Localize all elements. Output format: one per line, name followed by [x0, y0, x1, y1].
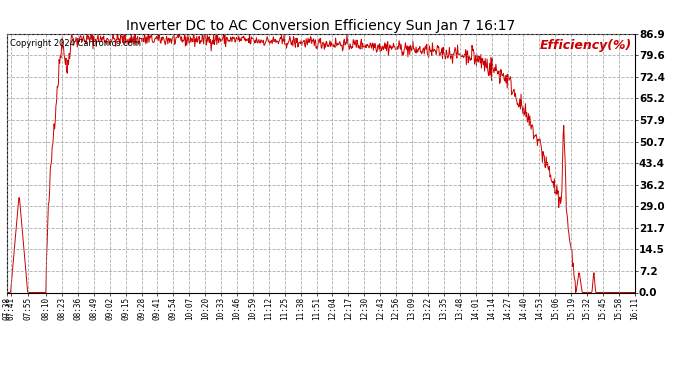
Text: Copyright 2024 Cartronics.com: Copyright 2024 Cartronics.com — [10, 39, 141, 48]
Text: Efficiency(%): Efficiency(%) — [540, 39, 631, 52]
Title: Inverter DC to AC Conversion Efficiency Sun Jan 7 16:17: Inverter DC to AC Conversion Efficiency … — [126, 19, 515, 33]
